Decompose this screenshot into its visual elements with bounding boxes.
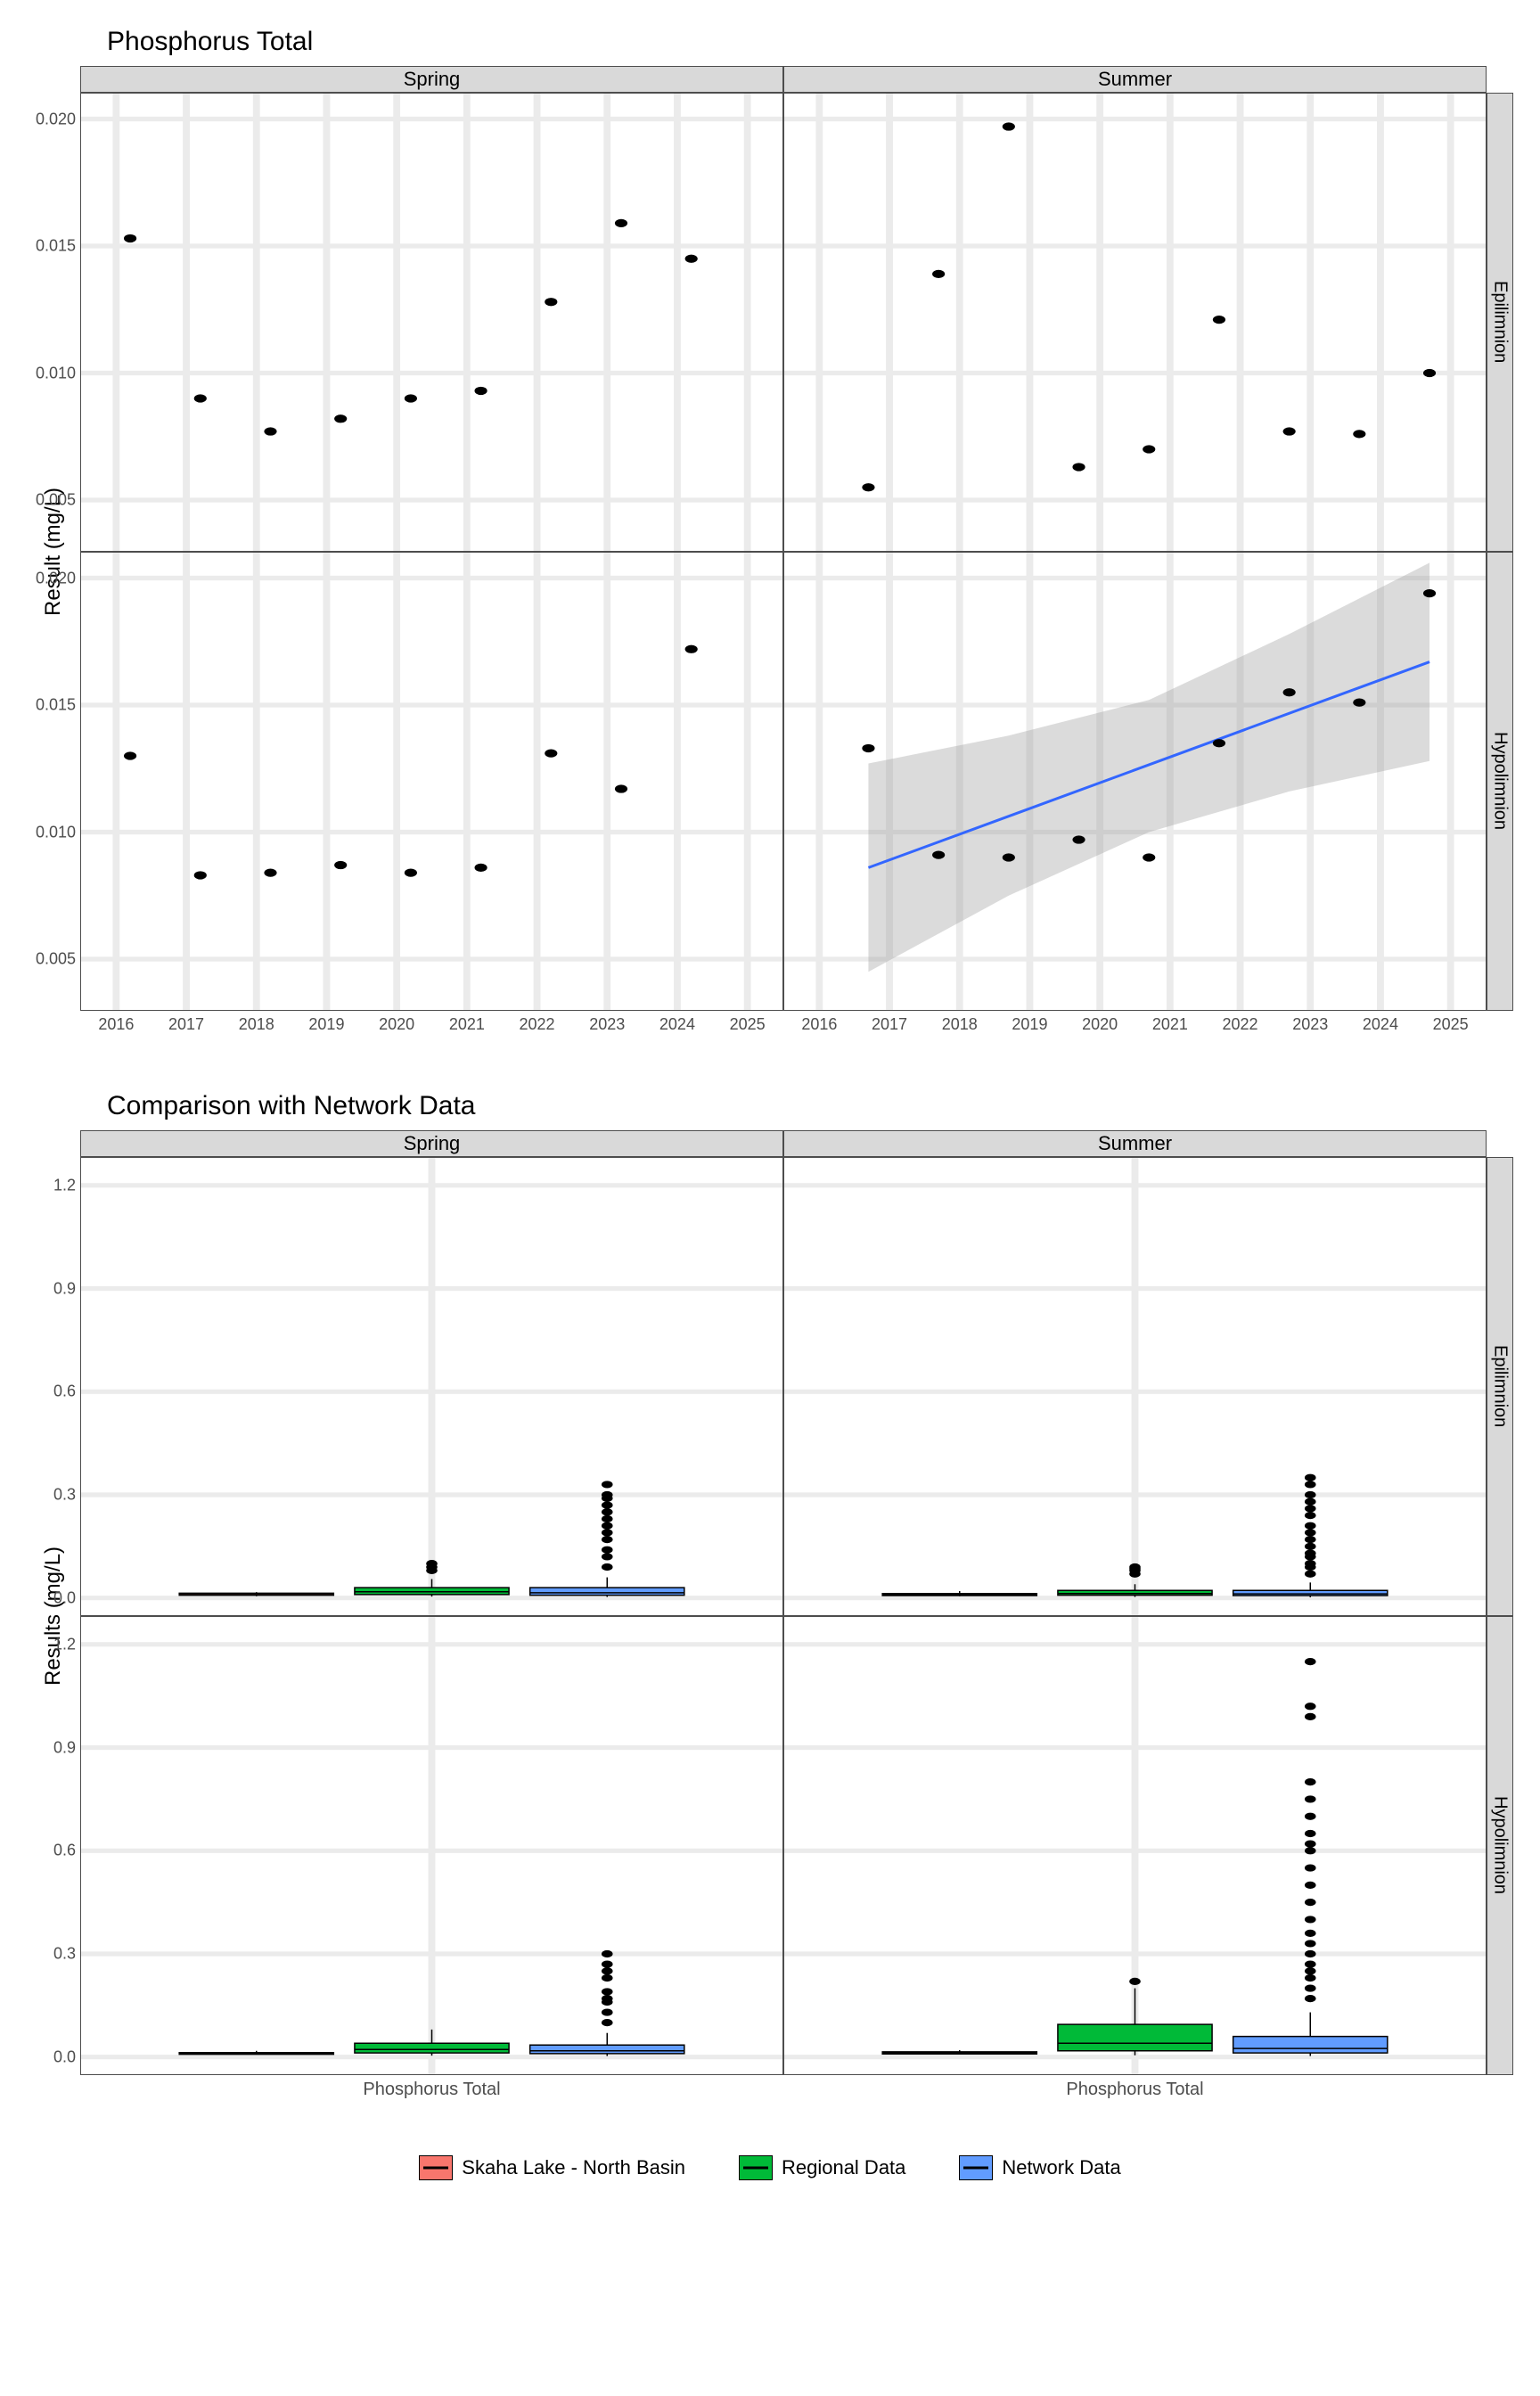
chart2-row-epi: Epilimnion xyxy=(1487,1157,1513,1616)
chart2-col-summer: Summer xyxy=(783,1130,1487,1157)
chart2-grid: Spring Summer Results (mg/L) 0.00.30.60.… xyxy=(27,1130,1513,2111)
legend-item-network: Network Data xyxy=(959,2155,1120,2180)
chart2-row-hypo: Hypolimnion xyxy=(1487,1616,1513,2075)
chart1-col-summer: Summer xyxy=(783,66,1487,93)
legend: Skaha Lake - North Basin Regional Data N… xyxy=(27,2155,1513,2180)
chart2-col-spring: Spring xyxy=(80,1130,783,1157)
phosphorus-scatter-block: Phosphorus Total Spring Summer Result (m… xyxy=(27,27,1513,1046)
chart2-xaxis-row xyxy=(80,2075,1487,2111)
chart1-panel-summer-hypo: 2016201720182019202020212022202320242025 xyxy=(783,552,1487,1011)
chart1-xaxis-row xyxy=(80,1011,1487,1046)
legend-key-network xyxy=(959,2155,993,2180)
comparison-box-block: Comparison with Network Data Spring Summ… xyxy=(27,1091,1513,2111)
chart1-panel-spring-epi: 0.0050.0100.0150.020 xyxy=(80,93,783,552)
chart1-grid: Spring Summer Result (mg/L) 0.0050.0100.… xyxy=(27,66,1513,1046)
chart1-title: Phosphorus Total xyxy=(107,27,1513,57)
legend-key-skaha xyxy=(419,2155,453,2180)
chart2-panel-summer-hypo: Phosphorus Total xyxy=(783,1616,1487,2075)
chart1-ylabel: Result (mg/L) xyxy=(27,93,80,1011)
chart2-title: Comparison with Network Data xyxy=(107,1091,1513,1121)
chart1-row-epi: Epilimnion xyxy=(1487,93,1513,552)
chart2-panel-spring-epi: 0.00.30.60.91.2 xyxy=(80,1157,783,1616)
legend-label-network: Network Data xyxy=(1002,2156,1120,2179)
chart1-panel-spring-hypo: 0.0050.0100.0150.02020162017201820192020… xyxy=(80,552,783,1011)
legend-label-regional: Regional Data xyxy=(782,2156,905,2179)
legend-label-skaha: Skaha Lake - North Basin xyxy=(462,2156,685,2179)
legend-item-skaha: Skaha Lake - North Basin xyxy=(419,2155,685,2180)
legend-item-regional: Regional Data xyxy=(739,2155,905,2180)
chart1-col-spring: Spring xyxy=(80,66,783,93)
chart1-panel-summer-epi xyxy=(783,93,1487,552)
chart2-panel-summer-epi xyxy=(783,1157,1487,1616)
chart2-panel-spring-hypo: 0.00.30.60.91.2Phosphorus Total xyxy=(80,1616,783,2075)
legend-key-regional xyxy=(739,2155,773,2180)
chart1-row-hypo: Hypolimnion xyxy=(1487,552,1513,1011)
